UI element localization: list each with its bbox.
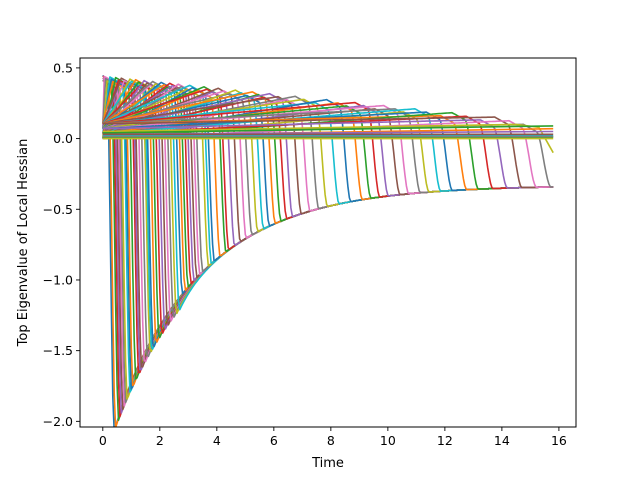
x-tick-label: 2 [156, 433, 164, 448]
x-axis: 0 2 4 6 8 10 12 14 16 [99, 427, 567, 448]
x-tick-label: 0 [99, 433, 107, 448]
y-tick-label: −1.0 [43, 272, 73, 287]
series-line [102, 119, 554, 189]
x-tick-label: 4 [213, 433, 221, 448]
y-tick-label: −2.0 [43, 414, 73, 429]
x-tick-label: 10 [380, 433, 396, 448]
x-axis-label: Time [311, 456, 344, 471]
x-tick-label: 12 [437, 433, 453, 448]
series-line [102, 116, 554, 189]
y-axis: −2.0 −1.5 −1.0 −0.5 0.0 0.5 [43, 60, 80, 429]
x-tick-label: 14 [494, 433, 510, 448]
x-tick-label: 6 [270, 433, 278, 448]
series-line [102, 111, 554, 190]
y-tick-label: −1.5 [43, 343, 73, 358]
y-tick-label: 0.0 [53, 131, 73, 146]
x-tick-label: 8 [327, 433, 335, 448]
y-tick-label: −0.5 [43, 202, 73, 217]
plot-frame [79, 57, 577, 428]
x-tick-label: 16 [551, 433, 567, 448]
series-line [102, 125, 554, 134]
y-axis-label: Top Eigenvalue of Local Hessian [16, 139, 31, 348]
series-layer [102, 74, 554, 427]
y-tick-label: 0.5 [53, 60, 73, 75]
